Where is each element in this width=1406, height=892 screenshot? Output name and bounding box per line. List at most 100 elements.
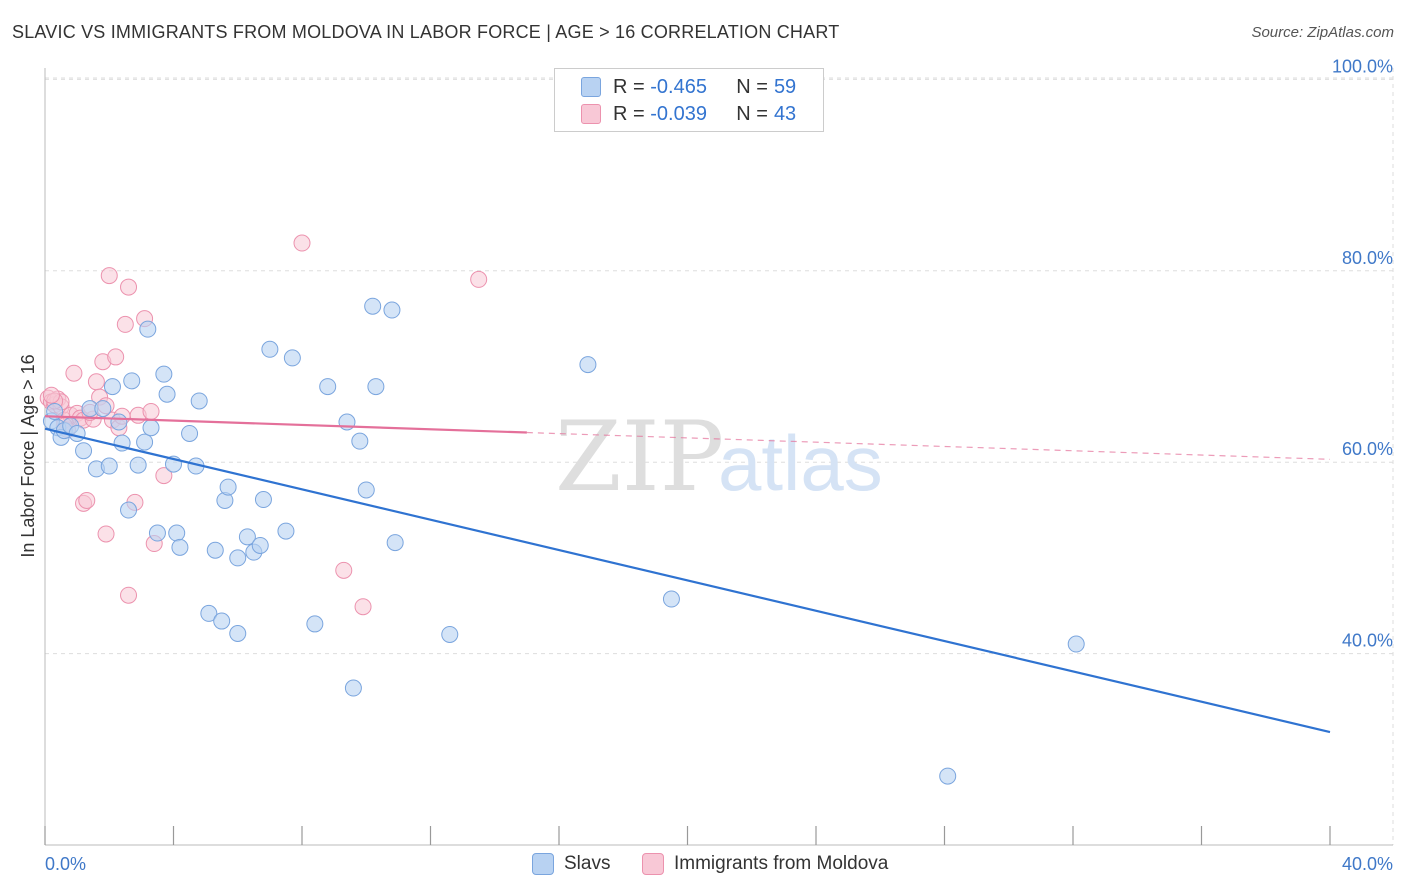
moldova-point <box>87 373 105 391</box>
legend-n-label: N = <box>736 75 768 98</box>
moldova-point <box>120 278 138 296</box>
moldova-point <box>293 234 311 252</box>
slavs-point <box>306 615 324 633</box>
moldova-trend-line <box>44 415 527 434</box>
slavs-point <box>213 612 231 630</box>
slavs-point <box>136 433 154 451</box>
slavs-point <box>229 625 247 643</box>
chart-title: SLAVIC VS IMMIGRANTS FROM MOLDOVA IN LAB… <box>12 22 840 42</box>
legend-n-label: N = <box>736 102 768 125</box>
trend-lines <box>44 415 1331 734</box>
slavs-point <box>261 340 279 358</box>
slavs-point <box>367 378 385 396</box>
moldova-point <box>155 467 173 485</box>
slavs-point <box>1067 635 1085 653</box>
y-tick-label: 80.0% <box>1342 248 1393 268</box>
bottom-legend-label-slavs: Slavs <box>564 853 611 874</box>
slavs-point <box>68 424 86 442</box>
slavs-point <box>139 320 157 338</box>
slavs-point <box>251 536 269 554</box>
grid-layer <box>45 68 1394 845</box>
slavs-point <box>103 378 121 396</box>
legend-row-moldova: R = -0.039 N = 43 <box>581 102 796 126</box>
y-axis-label: In Labor Force | Age > 16 <box>18 354 38 557</box>
moldova-point <box>120 586 138 604</box>
slavs-point <box>142 419 160 437</box>
legend-swatch-moldova <box>581 104 601 124</box>
bottom-legend-slavs: Slavs <box>532 852 610 876</box>
y-tick-label: 100.0% <box>1332 56 1393 76</box>
legend-r-label: R = <box>613 75 645 98</box>
watermark-zip: ZIP <box>555 401 724 513</box>
slavs-point <box>75 442 93 460</box>
slavs-point <box>364 297 382 315</box>
y-tick-label: 40.0% <box>1342 631 1393 651</box>
slavs-point <box>129 456 147 474</box>
slavs-point <box>344 679 362 697</box>
moldova-point <box>78 491 96 509</box>
slavs-point <box>123 372 141 390</box>
y-tick-label: 60.0% <box>1342 439 1393 459</box>
slavs-point <box>254 491 272 509</box>
legend-r-value-moldova: -0.039 <box>650 102 707 125</box>
slavs-point <box>441 625 459 643</box>
bottom-legend-moldova: Immigrants from Moldova <box>642 852 888 876</box>
tick-labels: 40.0% 60.0% 80.0% 100.0% 0.0% 40.0% <box>45 56 1393 874</box>
moldova-point <box>354 598 372 616</box>
slavs-point <box>206 541 224 559</box>
moldova-trend-extension <box>526 431 1331 460</box>
slavs-point <box>662 590 680 608</box>
slavs-point <box>155 365 173 383</box>
slavs-point <box>277 522 295 540</box>
slavs-point <box>579 356 597 374</box>
bottom-legend-swatch-slavs <box>532 853 554 875</box>
correlation-legend: R = -0.465 N = 59 R = -0.039 N = 43 <box>554 68 824 132</box>
slavs-point <box>94 400 112 418</box>
moldova-point <box>470 270 488 288</box>
slavs-trend-line <box>44 427 1331 734</box>
slavs-point <box>148 524 166 542</box>
slavs-point <box>238 528 256 546</box>
slavs-point <box>283 349 301 367</box>
slavs-point <box>100 457 118 475</box>
source-label: Source: ZipAtlas.com <box>1251 24 1394 41</box>
legend-row-slavs: R = -0.465 N = 59 <box>581 75 796 99</box>
legend-n-value-moldova: 43 <box>773 102 797 125</box>
slavs-point <box>351 432 369 450</box>
slavs-point <box>171 538 189 556</box>
slavs-points <box>42 297 1085 785</box>
slavs-point <box>181 424 199 442</box>
slavs-point <box>110 413 128 431</box>
slavs-point <box>386 534 404 552</box>
legend-swatch-slavs <box>581 77 601 97</box>
slavs-point <box>319 378 337 396</box>
slavs-point <box>200 604 218 622</box>
moldova-point <box>100 267 118 285</box>
watermark: ZIP atlas <box>555 401 883 513</box>
watermark-atlas: atlas <box>718 419 883 507</box>
moldova-point <box>335 561 353 579</box>
slavs-point <box>383 301 401 319</box>
slavs-point <box>168 524 186 542</box>
slavs-point <box>229 549 247 567</box>
moldova-point <box>42 386 60 404</box>
moldova-point <box>116 315 134 333</box>
axis-layer <box>44 68 1393 846</box>
moldova-point <box>97 525 115 543</box>
bottom-legend-label-moldova: Immigrants from Moldova <box>674 853 889 874</box>
legend-r-label: R = <box>613 102 645 125</box>
slavs-point <box>357 481 375 499</box>
slavs-point <box>219 478 237 496</box>
moldova-point <box>142 402 160 420</box>
bottom-legend-swatch-moldova <box>642 853 664 875</box>
legend-r-value-slavs: -0.465 <box>650 75 707 98</box>
slavs-point <box>120 501 138 519</box>
slavs-point <box>158 385 176 403</box>
moldova-points <box>39 234 488 616</box>
moldova-point <box>107 348 125 366</box>
x-tick-label: 40.0% <box>1342 854 1393 874</box>
slavs-point <box>939 767 957 785</box>
slavs-point <box>190 392 208 410</box>
moldova-point <box>65 364 83 382</box>
